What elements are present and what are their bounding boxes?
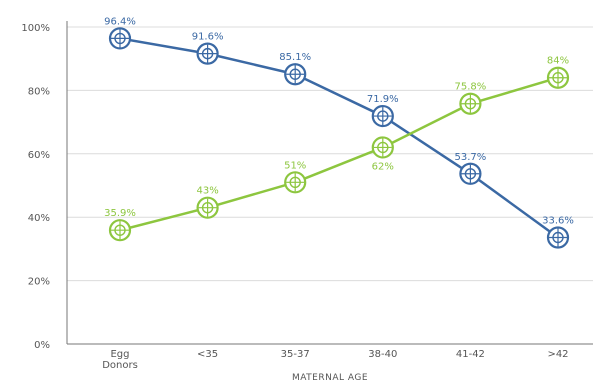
data-point (459, 162, 482, 185)
data-label: 51% (284, 160, 306, 171)
data-point (108, 219, 132, 242)
x-tick-label: 41-42 (456, 349, 485, 360)
data-point (546, 66, 570, 89)
series-layer: 96.4% 91.6% 85.1% 71.9% 53.7% 33.6% 35.9% 43% 51… (104, 16, 574, 249)
y-tick-label: 60% (28, 150, 50, 161)
x-tick-label: Donors (102, 360, 138, 371)
y-tick-label: 40% (28, 213, 50, 224)
data-label: 71.9% (367, 94, 399, 105)
y-tick-label: 0% (34, 340, 50, 351)
series-line (119, 37, 559, 239)
series-2: 35.9% 43% 51% 62% 75.8% 84% (104, 56, 570, 242)
data-point (196, 42, 219, 65)
data-point (284, 171, 307, 194)
x-axis-title: MATERNAL AGE (292, 373, 368, 383)
grid (67, 26, 593, 345)
x-tick-label: >42 (547, 349, 568, 360)
series-line (119, 76, 559, 232)
data-label: 62% (372, 161, 394, 172)
data-label: 35.9% (104, 208, 136, 219)
data-label: 75.8% (455, 82, 487, 93)
x-tick-label: Egg (110, 349, 129, 360)
data-label: 43% (196, 186, 218, 197)
data-label: 96.4% (104, 16, 136, 27)
data-label: 85.1% (279, 52, 311, 63)
data-point (284, 63, 307, 86)
series-1: 96.4% 91.6% 85.1% 71.9% 53.7% 33.6% (104, 16, 574, 249)
x-tick-label: <35 (197, 349, 218, 360)
y-axis: 0% 20% 40% 60% 80% 100% (21, 21, 68, 351)
data-point (459, 92, 482, 115)
data-point (196, 196, 219, 219)
x-tick-label: 35-37 (281, 349, 310, 360)
data-point (108, 27, 132, 50)
data-label: 53.7% (455, 152, 487, 163)
data-point (371, 136, 394, 159)
data-label: 84% (547, 56, 569, 67)
data-label: 91.6% (192, 32, 224, 43)
x-tick-label: 38-40 (368, 349, 397, 360)
y-tick-label: 20% (28, 277, 50, 288)
y-tick-label: 100% (21, 23, 50, 34)
y-tick-label: 80% (28, 86, 50, 97)
data-label: 33.6% (542, 215, 574, 226)
data-point (371, 104, 394, 128)
data-point (546, 226, 570, 249)
